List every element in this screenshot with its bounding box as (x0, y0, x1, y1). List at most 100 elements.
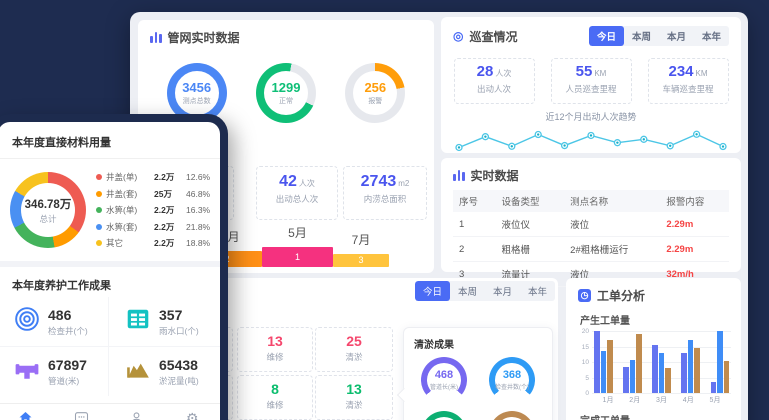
donut-center: 3456 测点总数 (173, 70, 220, 116)
tab-本月[interactable]: 本月 (492, 287, 512, 298)
stat-box-flood-area: 2743 m2 内涝总面积 (343, 166, 427, 220)
legend-dot (96, 174, 102, 180)
donut-stat: 3456 测点总数 (166, 63, 227, 123)
stat-unit: m2 (398, 179, 410, 188)
donut-label: 报警 (368, 98, 383, 105)
result-label: 淤泥量(吨) (159, 375, 199, 386)
tab-本月[interactable]: 本月 (666, 32, 686, 43)
card-label: 维修 (266, 400, 284, 410)
column-header: 报警内容 (660, 190, 729, 212)
panel-header: ◷ 工单分析 (566, 278, 741, 309)
month-label: 5月 (288, 226, 307, 240)
realtime-data-panel: 实时数据 序号 设备类型 测点名称 报警内容 1 液位仪 液位 2.29m 2 粗格栅 2#粗格栅… (441, 158, 741, 287)
bar (665, 368, 671, 393)
x-axis-label: 4月 (682, 397, 694, 404)
alarm-table: 序号 设备类型 测点名称 报警内容 1 液位仪 液位 2.29m 2 粗格栅 2#粗格栅运行 2.2… (453, 190, 729, 287)
table-cell: 2#粗格栅运行 (564, 236, 661, 262)
stat-value: 28 人次 (455, 63, 534, 81)
result-label: 雨水口(个) (159, 325, 199, 336)
stat-unit: 人次 (298, 179, 315, 188)
trend-caption: 近12个月出动人次趋势 (545, 112, 637, 122)
gauge-stat (421, 411, 467, 420)
y-axis-label: 0 (585, 390, 589, 397)
donut-stat: 256 报警 (345, 63, 406, 123)
card-value: 13 (267, 333, 283, 349)
legend-value: 25万 (154, 188, 172, 199)
tab-settings[interactable]: ⚙ (180, 410, 204, 420)
bar-group (594, 331, 613, 393)
bar (694, 348, 700, 393)
ranking-bar: 3 (333, 254, 389, 267)
legend-item: 井盖(套) 25万 46.8% (96, 188, 210, 200)
grid-line (592, 393, 731, 394)
target-icon: ◎ (453, 29, 464, 43)
legend-percent: 16.3% (186, 205, 211, 215)
result-item: 486 检查井(个) (0, 297, 109, 347)
dashboard-screenshot: 管网实时数据 3456 测点总数 1299 正常 256 报警 42 人次 出动总人次 274… (130, 12, 748, 420)
panel-header: ◎ 巡查情况 今日 本周 本月 本年 (441, 17, 741, 51)
work-order-panel: ◷ 工单分析 产生工单量 0 5 10 15 20 1月 2月 3月 4月 5月 完成工单量 (566, 278, 741, 420)
column-header: 设备类型 (495, 190, 565, 212)
result-value: 67897 (48, 356, 87, 373)
ranking-bar: 1 (262, 247, 333, 267)
table-cell: 2 (453, 236, 496, 262)
clock-icon: ◷ (578, 289, 591, 302)
y-axis-label: 5 (585, 374, 589, 382)
stat-number: 42 (279, 173, 297, 190)
stat-box-trips: 28 人次 出动人次 (453, 58, 535, 104)
pipe-network-panel: 管网实时数据 3456 测点总数 1299 正常 256 报警 42 人次 出动总人次 274… (138, 20, 434, 273)
column-header: 测点名称 (564, 190, 661, 212)
bar (623, 366, 629, 393)
legend-name: 水箅(套) (106, 221, 138, 232)
period-tabs: 今日 本周 本月 本年 (588, 26, 729, 46)
tab-今日[interactable]: 今日 (588, 26, 624, 46)
table-cell: 液位 (564, 212, 661, 237)
x-axis-label: 2月 (629, 397, 641, 404)
legend-dot (96, 207, 102, 213)
legend-name: 水箅(单) (106, 205, 138, 215)
legend-value: 2.2万 (154, 205, 175, 215)
tab-messages[interactable] (69, 410, 93, 420)
stat-box-person-km: 55 KM 人员巡查里程 (550, 58, 632, 104)
table-row: 2 粗格栅 2#粗格栅运行 2.29m (453, 236, 729, 262)
results-panel-title: 本年度养护工作成果 (12, 280, 111, 292)
pie-legend: 井盖(单) 2.2万 12.6% 井盖(套) 25万 46.8% 水箅(单) 2.2万 16.3… (96, 171, 210, 249)
bar-group (623, 334, 642, 393)
bar (681, 352, 687, 393)
legend-value: 2.2万 (154, 172, 175, 182)
bar (652, 344, 658, 393)
chart-title: 产生工单量 (580, 316, 630, 327)
legend-item: 其它 2.2万 18.8% (96, 237, 210, 249)
legend-item: 水箅(套) 2.2万 21.8% (96, 221, 210, 233)
stat-label: 出动总人次 (275, 194, 319, 204)
bar-chart-icon (150, 32, 162, 43)
chart-title: 完成工单量 (580, 412, 741, 420)
tab-本年[interactable]: 本年 (701, 32, 721, 43)
tab-home[interactable] (14, 410, 38, 420)
person-icon (132, 412, 141, 420)
result-title: 清淤成果 (414, 340, 454, 351)
result-item: 65438 淤泥量(吨) (109, 347, 220, 396)
gauge-label: 管道长(米) (430, 385, 458, 391)
tab-本年[interactable]: 本年 (527, 287, 547, 298)
gauge-center (495, 417, 529, 420)
pipe-icon (14, 356, 40, 387)
tab-profile[interactable] (125, 410, 149, 420)
stat-card-repair-done: 8 维修 (237, 375, 313, 420)
tab-本周[interactable]: 本周 (631, 32, 651, 43)
gauge-ring (489, 411, 535, 420)
grate-icon (125, 306, 151, 337)
legend-name: 井盖(套) (106, 188, 138, 199)
legend-dot (96, 190, 102, 197)
bar (687, 340, 694, 393)
tab-今日[interactable]: 今日 (414, 281, 450, 301)
y-axis-label: 10 (581, 359, 589, 366)
stat-value: 42 人次 (257, 173, 337, 191)
legend-percent: 21.8% (186, 221, 211, 232)
table-cell: 粗格栅 (495, 236, 565, 262)
work-order-bar-chart: 0 5 10 15 20 1月 2月 3月 4月 5月 (576, 328, 733, 409)
gauge-value: 368 (502, 369, 522, 381)
result-text: 486 检查井(个) (48, 307, 88, 337)
stat-box-dispatched-total: 42 人次出动总人次 (256, 166, 338, 220)
tab-本周[interactable]: 本周 (457, 287, 477, 298)
